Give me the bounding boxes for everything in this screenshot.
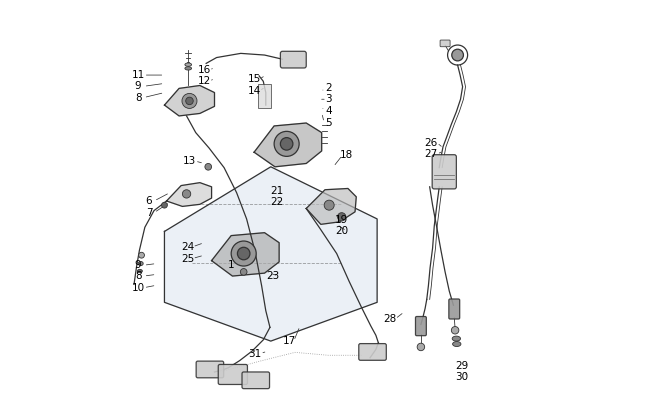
Ellipse shape (452, 336, 460, 341)
Text: 27: 27 (424, 149, 438, 159)
Ellipse shape (182, 93, 197, 108)
Text: 9: 9 (135, 81, 142, 91)
Ellipse shape (280, 138, 293, 150)
Polygon shape (306, 188, 356, 224)
Ellipse shape (417, 343, 424, 351)
Ellipse shape (185, 67, 192, 70)
Ellipse shape (452, 342, 461, 347)
Text: 24: 24 (181, 242, 194, 252)
FancyBboxPatch shape (432, 155, 456, 189)
Text: 26: 26 (424, 138, 438, 148)
Ellipse shape (205, 163, 212, 170)
Polygon shape (254, 123, 322, 167)
FancyBboxPatch shape (242, 372, 270, 389)
Ellipse shape (337, 213, 346, 221)
Text: 8: 8 (135, 93, 142, 103)
Ellipse shape (240, 269, 247, 275)
Text: 22: 22 (270, 197, 283, 207)
Ellipse shape (186, 97, 193, 105)
Ellipse shape (185, 63, 192, 66)
FancyBboxPatch shape (196, 361, 224, 378)
Bar (258, 84, 271, 108)
Polygon shape (164, 85, 214, 116)
Text: 29: 29 (455, 361, 469, 371)
Ellipse shape (324, 200, 334, 210)
Text: 12: 12 (198, 76, 211, 86)
Polygon shape (164, 167, 377, 341)
Polygon shape (212, 233, 279, 276)
Ellipse shape (183, 190, 190, 198)
Text: 7: 7 (146, 208, 152, 218)
Text: 1: 1 (228, 260, 235, 270)
Ellipse shape (452, 49, 463, 61)
Text: 9: 9 (135, 260, 142, 270)
Polygon shape (166, 183, 212, 206)
Text: 19: 19 (335, 215, 348, 225)
Ellipse shape (237, 247, 250, 260)
Ellipse shape (137, 269, 142, 273)
FancyBboxPatch shape (440, 40, 450, 47)
Text: 25: 25 (181, 254, 194, 264)
Ellipse shape (451, 327, 459, 334)
Text: 6: 6 (146, 196, 152, 206)
Text: 20: 20 (335, 226, 348, 236)
Text: 17: 17 (283, 336, 296, 346)
Text: 5: 5 (325, 118, 332, 128)
Text: 31: 31 (248, 349, 261, 359)
Text: 23: 23 (266, 271, 280, 281)
Text: 16: 16 (198, 65, 211, 75)
Text: 2: 2 (325, 83, 332, 93)
Ellipse shape (274, 131, 299, 156)
Text: 13: 13 (183, 156, 196, 166)
Ellipse shape (138, 252, 144, 258)
Text: 14: 14 (248, 86, 261, 96)
Text: 10: 10 (131, 283, 145, 293)
Text: 4: 4 (325, 106, 332, 116)
Text: 11: 11 (131, 70, 145, 80)
Ellipse shape (231, 241, 256, 266)
Ellipse shape (138, 261, 143, 266)
FancyBboxPatch shape (415, 317, 426, 336)
FancyBboxPatch shape (280, 51, 306, 68)
Ellipse shape (162, 202, 167, 208)
Text: 15: 15 (248, 74, 261, 84)
FancyBboxPatch shape (359, 344, 386, 360)
Text: 21: 21 (270, 186, 283, 196)
Text: 3: 3 (325, 94, 332, 104)
FancyBboxPatch shape (449, 299, 460, 319)
Text: 30: 30 (455, 372, 469, 382)
Text: 18: 18 (340, 150, 354, 160)
FancyBboxPatch shape (218, 364, 248, 384)
Text: 28: 28 (383, 314, 396, 324)
Text: 8: 8 (135, 271, 142, 281)
